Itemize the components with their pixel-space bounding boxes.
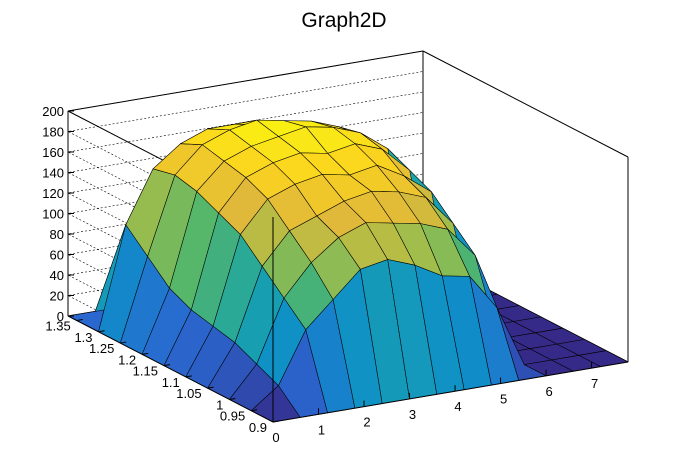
x-tick-label: 7 bbox=[591, 376, 598, 391]
z-tick-label: 80 bbox=[50, 227, 64, 242]
x-tick-label: 3 bbox=[409, 407, 416, 422]
z-tick-label: 100 bbox=[42, 207, 64, 222]
x-tick-label: 4 bbox=[454, 399, 461, 414]
y-tick-label: 1.25 bbox=[89, 341, 114, 356]
y-tick-mark bbox=[120, 341, 127, 344]
z-tick-label: 40 bbox=[50, 268, 64, 283]
surface-mesh bbox=[67, 119, 629, 423]
y-tick-label: 1.35 bbox=[45, 319, 70, 334]
x-axis bbox=[272, 361, 629, 423]
y-tick-label: 1.05 bbox=[176, 386, 201, 401]
x-tick-label: 2 bbox=[363, 415, 370, 430]
y-tick-label: 1.2 bbox=[118, 352, 136, 367]
y-tick-mark bbox=[207, 386, 214, 389]
y-tick-mark bbox=[142, 352, 149, 355]
z-tick-label: 120 bbox=[42, 186, 64, 201]
y-tick-label: 0.9 bbox=[249, 420, 267, 435]
chart-title: Graph2D bbox=[301, 9, 386, 32]
z-tick-label: 0 bbox=[57, 309, 64, 324]
y-tick-mark bbox=[163, 364, 171, 367]
z-tick-label: 180 bbox=[42, 125, 64, 140]
z-tick-label: 60 bbox=[50, 248, 64, 263]
y-tick-label: 1.15 bbox=[133, 364, 158, 379]
x-tick-label: 1 bbox=[318, 422, 325, 437]
x-tick-label: 0 bbox=[272, 430, 279, 445]
frame-edge-2 bbox=[67, 50, 424, 112]
y-axis bbox=[67, 315, 274, 423]
y-tick-mark bbox=[98, 330, 105, 333]
y-tick-label: 1.1 bbox=[162, 375, 180, 390]
y-tick-mark bbox=[272, 420, 280, 423]
y-tick-label: 1.3 bbox=[74, 330, 92, 345]
x-tick-label: 5 bbox=[500, 392, 507, 407]
frame-edge-4 bbox=[422, 50, 629, 158]
y-tick-mark bbox=[229, 397, 236, 400]
y-tick-mark bbox=[76, 319, 83, 322]
tick-labels: 012345670.90.9511.051.11.151.21.251.31.3… bbox=[42, 104, 598, 445]
y-tick-mark bbox=[251, 409, 258, 412]
y-tick-mark bbox=[185, 375, 192, 378]
z-tick-label: 200 bbox=[42, 104, 64, 119]
z-tick-label: 160 bbox=[42, 145, 64, 160]
z-tick-label: 20 bbox=[50, 289, 64, 304]
x-tick-label: 6 bbox=[545, 384, 552, 399]
z-tick-label: 140 bbox=[42, 166, 64, 181]
y-tick-label: 1 bbox=[216, 397, 223, 412]
y-tick-label: 0.95 bbox=[220, 409, 245, 424]
